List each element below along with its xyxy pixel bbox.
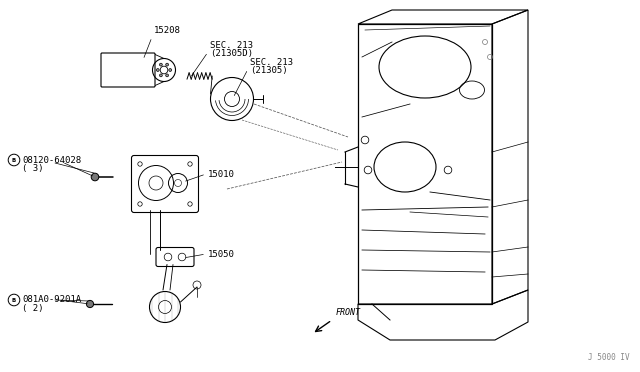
Text: (21305D): (21305D) (210, 49, 253, 58)
Text: 081A0-9201A: 081A0-9201A (22, 295, 81, 305)
Text: FRONT: FRONT (336, 308, 361, 317)
Text: SEC. 213: SEC. 213 (250, 58, 293, 67)
FancyBboxPatch shape (131, 155, 198, 212)
FancyBboxPatch shape (101, 53, 155, 87)
Circle shape (169, 68, 172, 71)
Text: SEC. 213: SEC. 213 (210, 41, 253, 50)
Circle shape (86, 301, 93, 308)
Text: (21305): (21305) (250, 66, 287, 75)
Text: ( 3): ( 3) (22, 164, 44, 173)
Text: 08120-64028: 08120-64028 (22, 155, 81, 164)
Text: 15010: 15010 (208, 170, 235, 179)
Text: 15050: 15050 (208, 250, 235, 259)
Text: B: B (12, 157, 16, 163)
Text: ( 2): ( 2) (22, 304, 44, 312)
Circle shape (159, 63, 163, 66)
Circle shape (92, 173, 99, 181)
Text: B: B (12, 298, 16, 302)
Circle shape (166, 74, 168, 77)
Text: 15208: 15208 (154, 26, 181, 35)
Circle shape (166, 63, 168, 66)
FancyBboxPatch shape (156, 247, 194, 266)
Text: J 5000 IV: J 5000 IV (588, 353, 630, 362)
Circle shape (156, 68, 159, 71)
Circle shape (159, 74, 163, 77)
